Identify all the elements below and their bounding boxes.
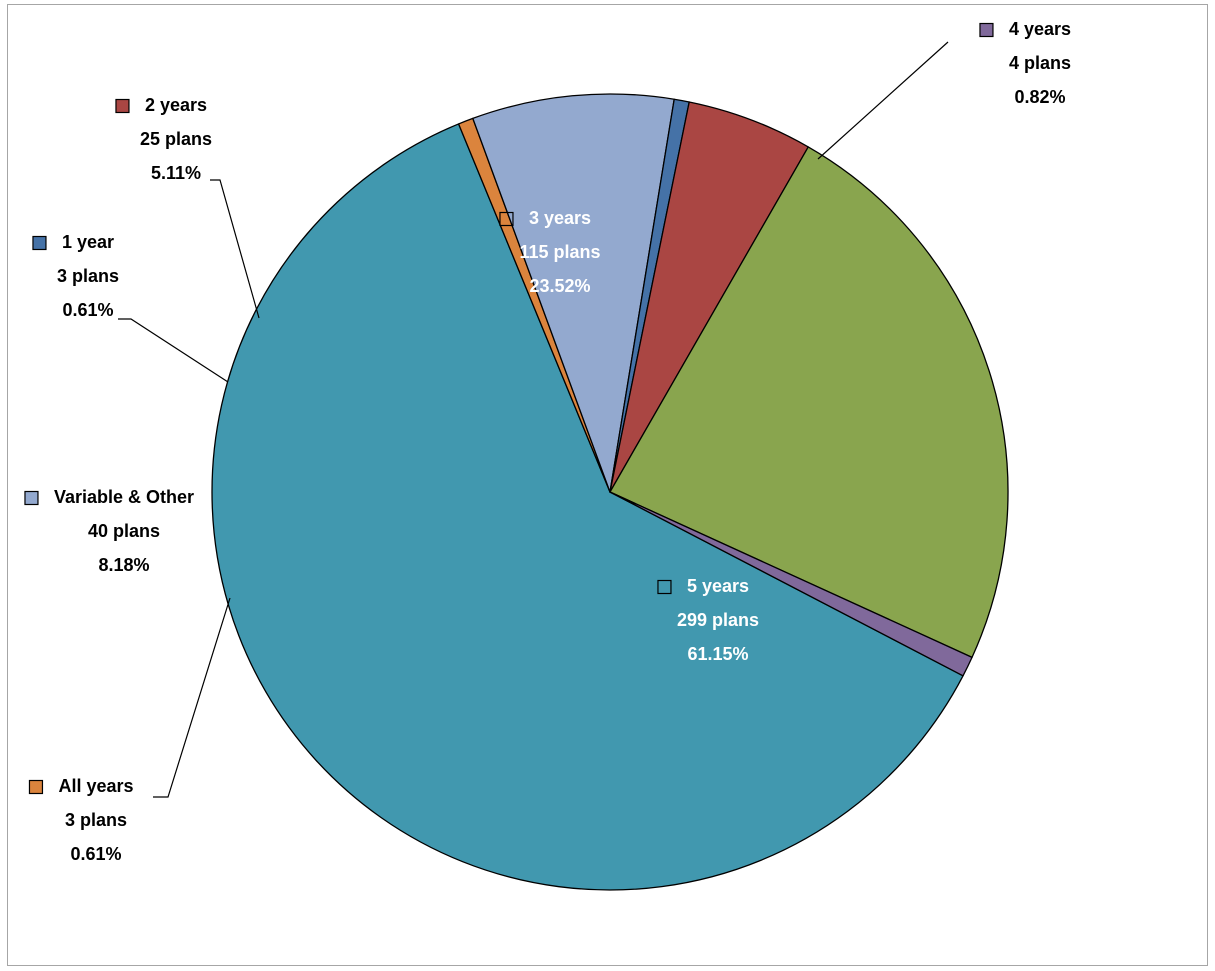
legend-key-5-years bbox=[657, 579, 672, 595]
data-label-variable-and-other: Variable & Other 40 plans 8.18% bbox=[24, 487, 194, 575]
legend-key-3-years bbox=[499, 211, 514, 227]
legend-key-4-years bbox=[979, 22, 994, 38]
label-category-4-years: 4 years bbox=[1009, 19, 1071, 39]
label-category-variable-and-other: Variable & Other bbox=[54, 487, 194, 507]
label-count-3-years: 115 plans bbox=[519, 242, 600, 262]
label-count-1-year: 3 plans bbox=[57, 266, 119, 286]
label-percent-all-years: 0.61% bbox=[70, 844, 121, 864]
label-percent-variable-and-other: 8.18% bbox=[98, 555, 149, 575]
label-percent-5-years: 61.15% bbox=[687, 644, 748, 664]
leader-line-4-years bbox=[817, 41, 949, 160]
label-percent-2-years: 5.11% bbox=[151, 163, 201, 183]
label-count-4-years: 4 plans bbox=[1009, 53, 1071, 73]
legend-key-variable-and-other bbox=[24, 490, 39, 506]
pie-slice-5-years bbox=[211, 123, 964, 891]
legend-key-all-years bbox=[28, 779, 44, 795]
label-percent-3-years: 23.52% bbox=[529, 276, 590, 296]
label-category-5-years: 5 years bbox=[687, 576, 749, 596]
data-label-all-years: All years 3 plans 0.61% bbox=[28, 597, 231, 864]
pie-slice-variable-and-other bbox=[472, 93, 675, 493]
data-labels: 5 years 299 plans 61.15% All years 3 plans 0.… bbox=[24, 19, 1071, 864]
leader-line-2-years bbox=[210, 179, 260, 319]
label-count-2-years: 25 plans bbox=[140, 129, 212, 149]
label-count-5-years: 299 plans bbox=[677, 610, 759, 630]
data-label-2-years: 2 years 25 plans 5.11% bbox=[115, 95, 260, 319]
label-percent-1-year: 0.61% bbox=[62, 300, 113, 320]
label-category-all-years: All years bbox=[58, 776, 133, 796]
data-label-3-years: 3 years 115 plans 23.52% bbox=[499, 208, 601, 296]
pie-slice-3-years bbox=[609, 146, 1009, 658]
pie-slice-4-years bbox=[609, 491, 973, 677]
legend-key-1-year bbox=[32, 235, 47, 251]
label-percent-4-years: 0.82% bbox=[1014, 87, 1065, 107]
label-category-2-years: 2 years bbox=[145, 95, 207, 115]
data-label-5-years: 5 years 299 plans 61.15% bbox=[657, 576, 759, 664]
data-label-4-years: 4 years 4 plans 0.82% bbox=[817, 19, 1071, 160]
data-label-1-year: 1 year 3 plans 0.61% bbox=[32, 232, 229, 383]
leader-line-all-years bbox=[153, 597, 231, 798]
legend-key-2-years bbox=[115, 98, 130, 114]
leader-line-1-year bbox=[118, 318, 229, 383]
label-count-variable-and-other: 40 plans bbox=[88, 521, 160, 541]
pie-slices bbox=[211, 93, 1009, 891]
label-category-3-years: 3 years bbox=[529, 208, 591, 228]
label-category-1-year: 1 year bbox=[62, 232, 114, 252]
label-count-all-years: 3 plans bbox=[65, 810, 127, 830]
